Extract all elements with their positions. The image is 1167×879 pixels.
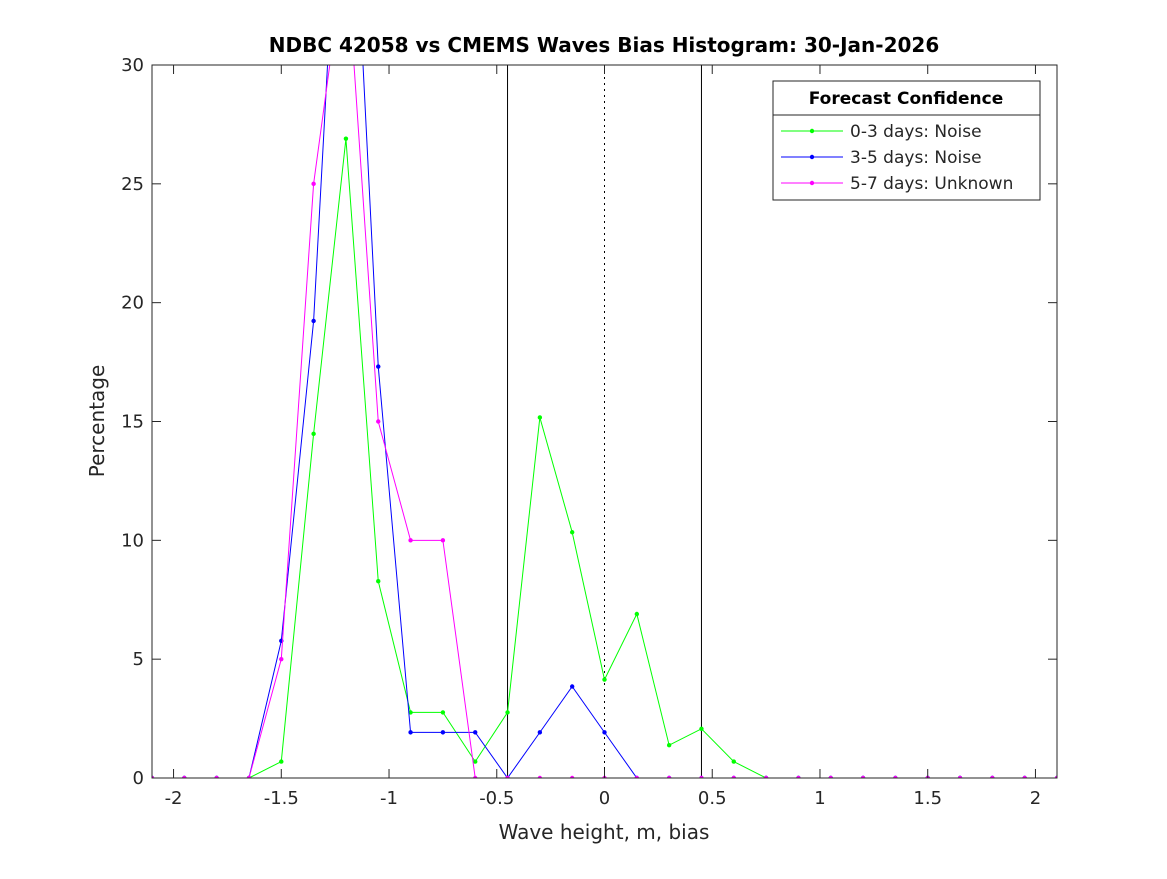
series-line — [152, 65, 1057, 778]
data-point — [699, 775, 704, 778]
data-point — [311, 431, 316, 437]
data-point — [473, 775, 478, 778]
legend: Forecast Confidence 0-3 days: Noise 3-5 d… — [772, 80, 1041, 201]
data-point — [440, 538, 446, 543]
legend-box — [772, 80, 1041, 201]
x-axis-label: Wave height, m, bias — [499, 820, 710, 844]
legend-item: 5-7 days: Unknown — [781, 174, 1013, 194]
data-point — [311, 318, 316, 324]
data-point — [376, 579, 381, 584]
y-tick-label: 30 — [121, 55, 144, 76]
data-point — [473, 730, 478, 735]
data-point — [408, 730, 413, 735]
legend-label: 0-3 days: Noise — [850, 122, 982, 142]
data-point — [634, 611, 640, 617]
legend-marker — [809, 154, 815, 160]
data-point — [1022, 775, 1027, 778]
data-point — [343, 136, 349, 141]
data-point — [666, 775, 672, 778]
data-point — [473, 759, 478, 764]
data-point — [440, 730, 446, 735]
data-point — [699, 726, 704, 732]
legend-marker — [809, 128, 815, 134]
data-point — [763, 775, 769, 778]
data-point — [182, 775, 187, 778]
y-tick-label: 20 — [121, 293, 144, 314]
data-point — [796, 775, 801, 778]
data-point — [569, 530, 575, 535]
x-tick-label: -1 — [380, 788, 398, 809]
data-point — [246, 775, 252, 778]
chart-title: NDBC 42058 vs CMEMS Waves Bias Histogram… — [269, 33, 940, 57]
data-point — [634, 775, 640, 778]
x-tick-label: 0 — [599, 788, 610, 809]
y-tick-label: 10 — [121, 530, 144, 551]
legend-item: 3-5 days: Noise — [781, 148, 982, 168]
data-point — [957, 775, 963, 778]
data-point — [505, 710, 510, 715]
data-point — [537, 415, 543, 420]
data-point — [311, 181, 316, 187]
data-point — [731, 759, 736, 764]
data-point — [731, 775, 736, 778]
data-point — [990, 775, 995, 778]
data-point — [1054, 775, 1057, 778]
x-tick-label: 2 — [1030, 788, 1041, 809]
data-point — [408, 538, 413, 543]
y-tick-label: 15 — [121, 412, 144, 433]
x-tick-label: 1 — [814, 788, 825, 809]
data-point — [666, 743, 672, 748]
x-tick-label: -2 — [165, 788, 183, 809]
legend-label: 5-7 days: Unknown — [850, 174, 1013, 194]
data-point — [376, 364, 381, 369]
data-point — [537, 775, 543, 778]
data-point — [893, 775, 898, 778]
data-point — [376, 419, 381, 424]
data-point — [537, 730, 543, 735]
data-point — [602, 677, 607, 682]
data-point — [152, 775, 155, 778]
data-point — [860, 775, 866, 778]
x-tick-label: 1.5 — [913, 788, 942, 809]
data-point — [828, 775, 833, 778]
data-point — [440, 710, 446, 715]
x-tick-label: -1.5 — [264, 788, 299, 809]
data-point — [214, 775, 219, 778]
data-point — [569, 775, 575, 778]
data-point — [505, 775, 510, 778]
x-tick-label: 0.5 — [698, 788, 727, 809]
data-point — [569, 684, 575, 689]
x-axis: -2 -1.5 -1 -0.5 0 0.5 1 1.5 2 — [165, 65, 1041, 809]
legend-marker — [809, 180, 815, 186]
legend-label: 3-5 days: Noise — [850, 148, 982, 168]
x-tick-label: -0.5 — [479, 788, 514, 809]
legend-title: Forecast Confidence — [809, 89, 1004, 109]
y-tick-label: 0 — [133, 768, 144, 789]
data-point — [408, 710, 413, 715]
y-axis: 0 5 10 15 20 25 30 — [121, 55, 1057, 789]
legend-item: 0-3 days: Noise — [781, 122, 982, 142]
data-point — [279, 759, 284, 764]
data-point — [602, 730, 607, 735]
y-axis-label: Percentage — [85, 365, 109, 478]
y-tick-label: 5 — [133, 649, 144, 670]
y-tick-label: 25 — [121, 174, 144, 195]
reference-lines — [507, 65, 702, 778]
data-point — [279, 656, 284, 662]
